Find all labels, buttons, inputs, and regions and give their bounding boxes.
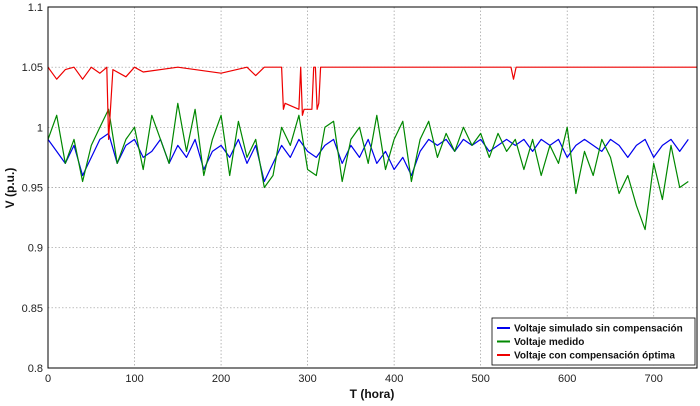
y-axis-label: V (p.u.) — [3, 168, 17, 209]
x-tick-label: 500 — [471, 373, 489, 385]
y-tick-label: 0.95 — [22, 183, 43, 195]
legend-label-medido: Voltaje medido — [514, 337, 584, 348]
x-tick-label: 600 — [558, 373, 576, 385]
y-tick-label: 0.85 — [22, 303, 43, 315]
series-line-medido — [47, 102, 689, 231]
legend-label-simulado: Voltaje simulado sin compensación — [514, 324, 683, 335]
x-tick-label: 100 — [125, 373, 143, 385]
y-tick-label: 1 — [37, 122, 43, 134]
series-line-simulado — [47, 132, 689, 183]
x-tick-label: 700 — [645, 373, 663, 385]
series-layer — [47, 66, 697, 231]
x-tick-label: 0 — [45, 373, 51, 385]
x-tick-label: 300 — [298, 373, 316, 385]
tick-labels: 0 100 200 300 400 500 600 700 0.8 0.85 0.9 0.95 1 1.0… — [22, 2, 663, 385]
x-tick-label: 400 — [385, 373, 403, 385]
x-axis-label: T (hora) — [350, 387, 395, 401]
legend-label-optima: Voltaje con compensación óptima — [514, 351, 675, 362]
x-tick-label: 200 — [212, 373, 230, 385]
legend-box — [491, 317, 696, 366]
y-tick-label: 0.9 — [28, 243, 43, 255]
y-tick-label: 1.1 — [28, 2, 43, 14]
y-tick-label: 1.05 — [22, 62, 43, 74]
y-tick-label: 0.8 — [28, 363, 43, 375]
legend: Voltaje simulado sin compensación Voltaj… — [491, 317, 696, 366]
plot-frame — [47, 6, 698, 369]
series-line-optima — [47, 66, 697, 140]
